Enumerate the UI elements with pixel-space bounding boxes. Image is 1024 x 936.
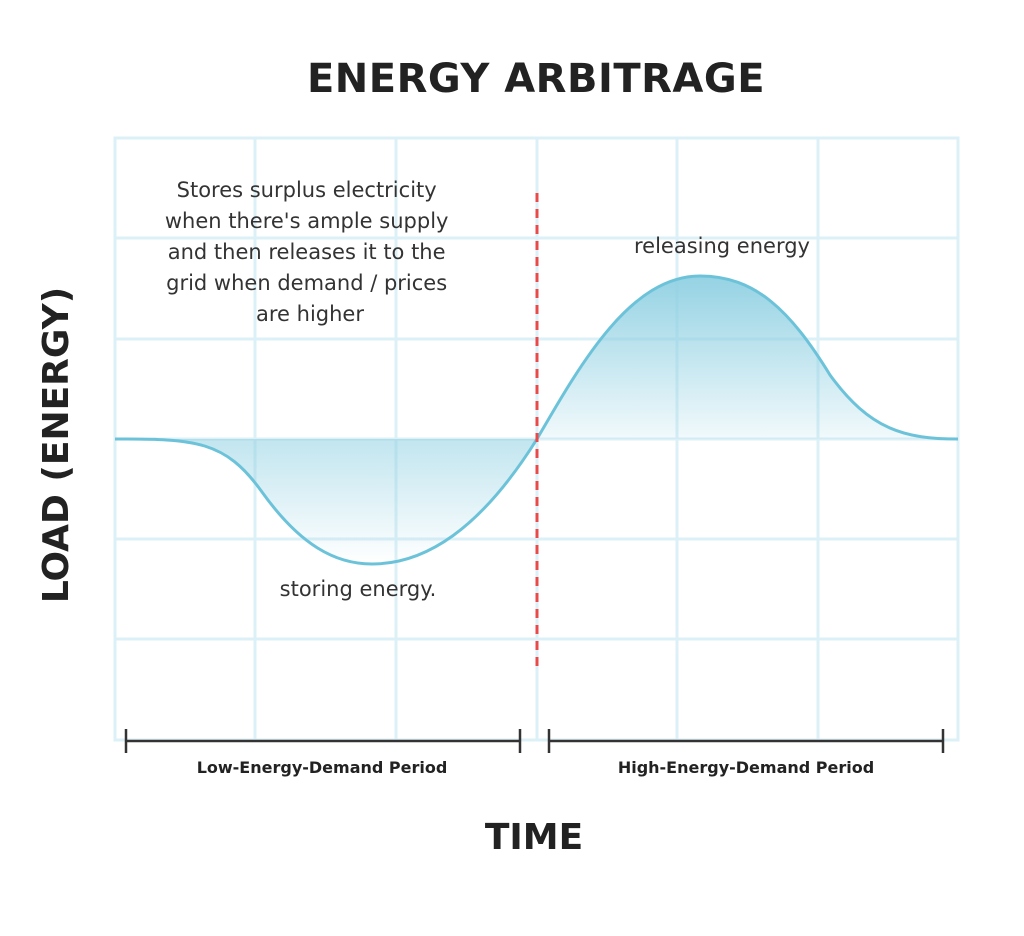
releasing-area	[537, 276, 958, 439]
description-text: Stores surplus electricity when there's …	[165, 178, 455, 326]
storing-energy-label: storing energy.	[280, 577, 437, 601]
high-demand-period-label: High-Energy-Demand Period	[618, 758, 874, 777]
description-line: Stores surplus electricity	[177, 178, 437, 202]
description-line: and then releases it to the	[168, 240, 446, 264]
diagram-title: ENERGY ARBITRAGE	[307, 56, 765, 102]
description-line: grid when demand / prices	[166, 271, 447, 295]
description-line: are higher	[256, 302, 364, 326]
low-demand-bracket	[124, 729, 522, 753]
low-demand-period-label: Low-Energy-Demand Period	[197, 758, 448, 777]
y-axis-label: LOAD (ENERGY)	[36, 287, 77, 603]
x-axis-label: TIME	[485, 817, 583, 858]
description-line: when there's ample supply	[165, 209, 449, 233]
releasing-energy-label: releasing energy	[634, 234, 810, 258]
storing-area	[115, 439, 537, 564]
high-demand-bracket	[547, 729, 945, 753]
